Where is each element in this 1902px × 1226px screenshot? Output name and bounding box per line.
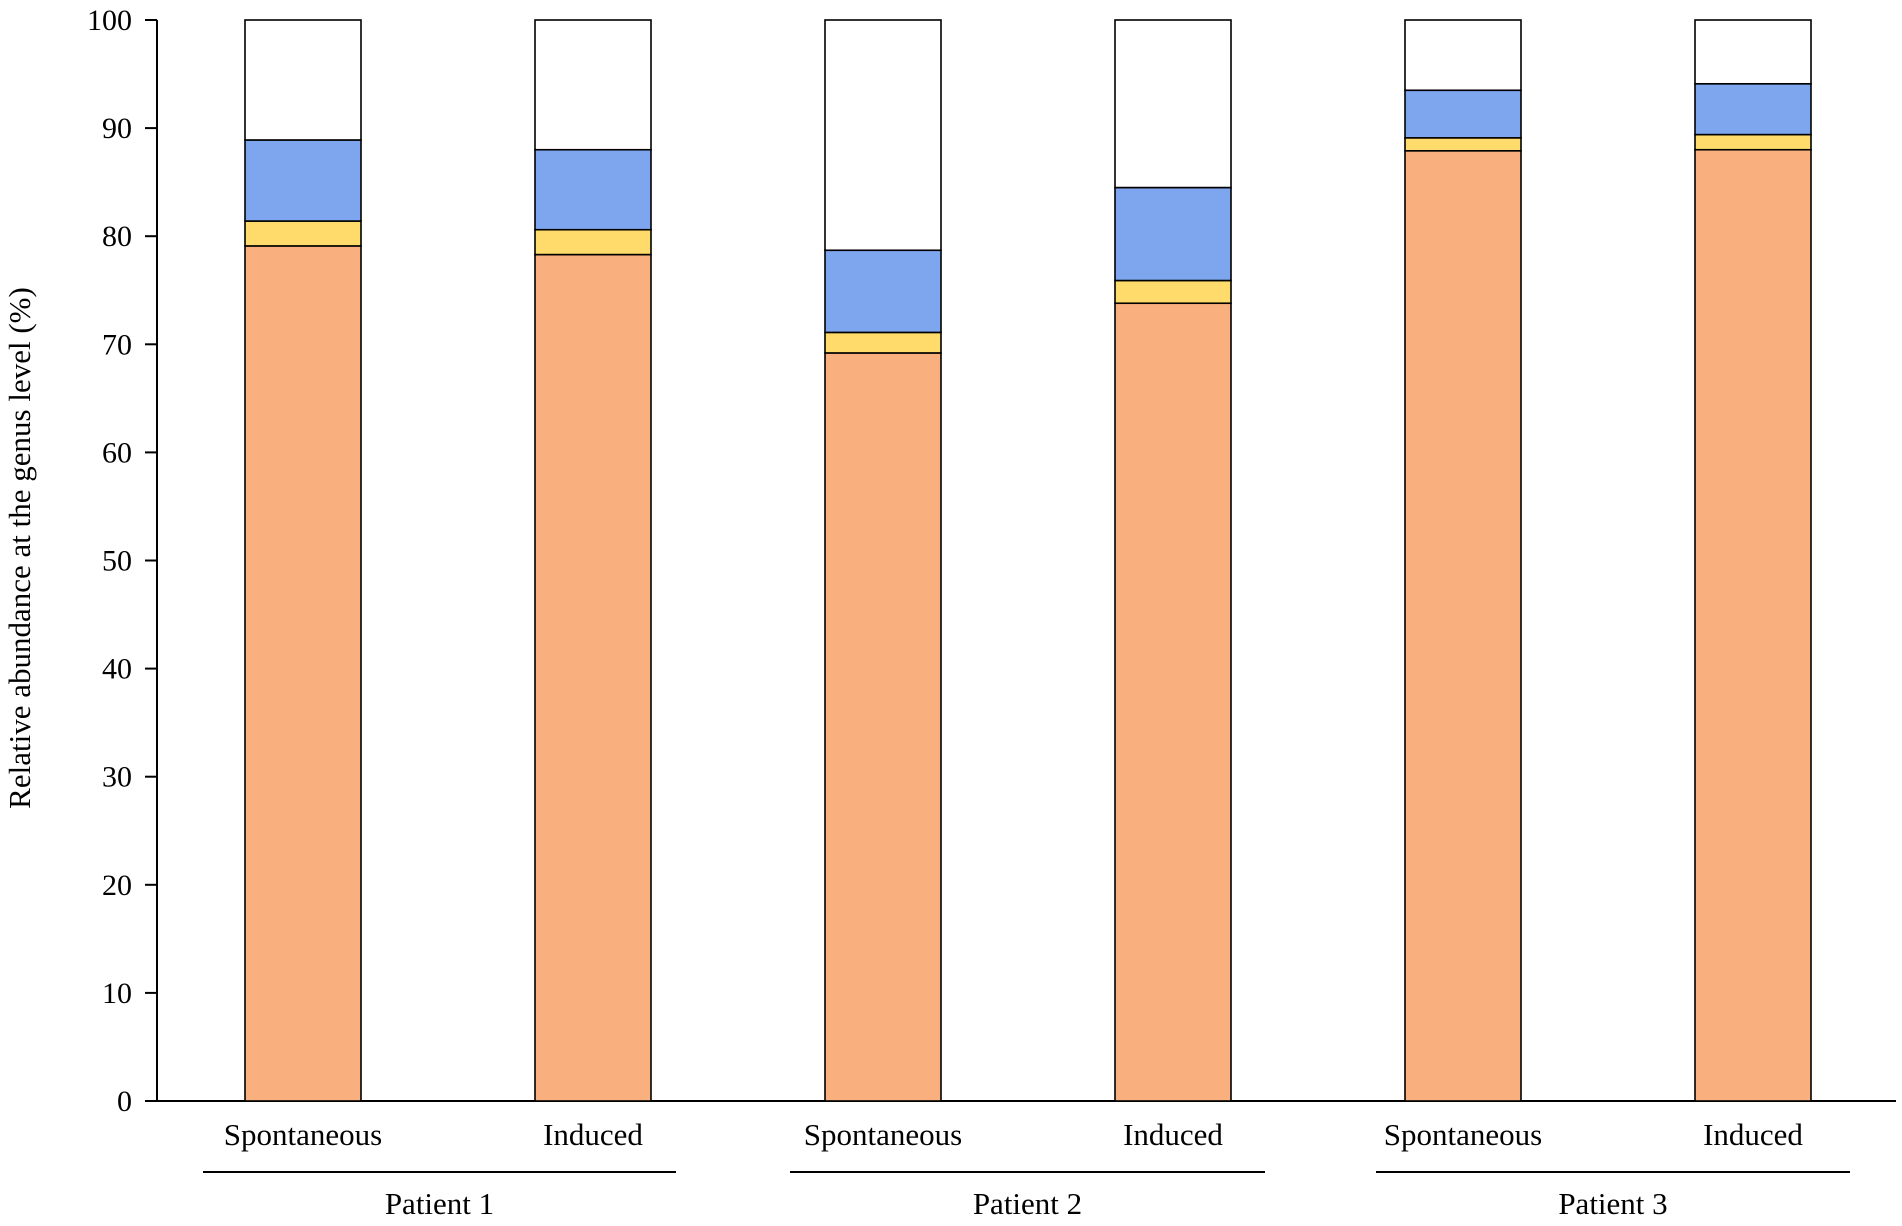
bar-segment-orange: [824, 352, 942, 1102]
bar-segment-orange: [244, 245, 362, 1102]
y-tick-label: 70: [102, 328, 132, 361]
bar-segment-yellow: [1694, 133, 1812, 151]
bar-segment-orange: [1114, 302, 1232, 1102]
category-label: Spontaneous: [804, 1117, 962, 1152]
category-label: Induced: [1703, 1117, 1803, 1152]
axes-layer: [145, 19, 1896, 1173]
category-label: Induced: [543, 1117, 643, 1152]
bar-segment-blue: [534, 148, 652, 231]
bar-segment-yellow: [1114, 279, 1232, 305]
y-tick-label: 90: [102, 112, 132, 145]
bar-segment-white: [1694, 19, 1812, 85]
y-tick-label: 80: [102, 220, 132, 253]
y-tick-label: 0: [117, 1085, 132, 1118]
y-tick-label: 20: [102, 869, 132, 902]
bar-segment-yellow: [824, 331, 942, 354]
bar-segment-yellow: [1404, 137, 1522, 152]
bar-segment-white: [1114, 19, 1232, 189]
group-label: Patient 3: [1558, 1186, 1667, 1221]
bar-segment-yellow: [244, 220, 362, 247]
group-label: Patient 1: [385, 1186, 494, 1221]
bar-segment-white: [1404, 19, 1522, 92]
bar-segment-blue: [824, 249, 942, 334]
category-label: Spontaneous: [224, 1117, 382, 1152]
labels-layer: 0 10 20 30 40 50 60 70 80 90 100 Spontaneous Induced…: [87, 4, 1803, 1221]
y-tick-label: 60: [102, 436, 132, 469]
bar-segment-orange: [1404, 150, 1522, 1102]
bar-segment-yellow: [534, 228, 652, 256]
bar-segment-orange: [534, 253, 652, 1102]
category-label: Spontaneous: [1384, 1117, 1542, 1152]
bar-segment-white: [824, 19, 942, 252]
y-axis-title: Relative abundance at the genus level (%…: [2, 287, 37, 809]
y-tick-label: 30: [102, 761, 132, 794]
y-tick-label: 40: [102, 653, 132, 686]
group-label: Patient 2: [973, 1186, 1082, 1221]
y-tick-label: 100: [87, 4, 132, 37]
bar-segment-blue: [1114, 186, 1232, 282]
y-tick-label: 10: [102, 977, 132, 1010]
y-tick-label: 50: [102, 545, 132, 578]
bar-segment-white: [534, 19, 652, 151]
bars-layer: [244, 19, 1812, 1102]
category-label: Induced: [1123, 1117, 1223, 1152]
bar-segment-blue: [1694, 82, 1812, 136]
bar-segment-orange: [1694, 148, 1812, 1102]
bar-segment-blue: [244, 139, 362, 222]
bar-segment-white: [244, 19, 362, 141]
bar-segment-blue: [1404, 89, 1522, 139]
